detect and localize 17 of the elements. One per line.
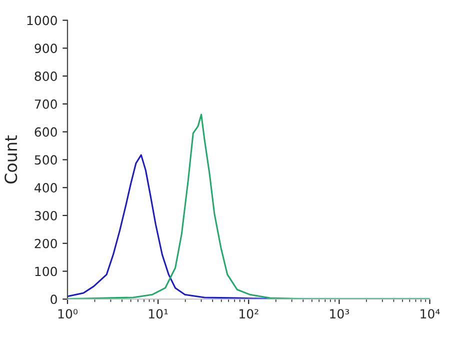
x-tick-label: 10³ [330,309,350,319]
x-tick-label: 10⁰ [58,309,78,319]
y-tick-label: 300 [34,210,57,220]
y-axis-title: Count [4,135,18,184]
y-tick-label: 0 [50,294,57,304]
y-tick-label: 1000 [27,16,57,26]
x-tick-label: 10² [240,309,258,319]
y-tick-label: 200 [34,238,57,248]
y-tick-label: 100 [35,266,57,276]
y-tick-label: 500 [34,155,57,165]
x-tick-label: 10⁴ [420,309,440,319]
y-tick-label: 600 [34,127,57,137]
y-tick-label: 900 [34,44,57,54]
y-tick-label: 800 [34,72,57,81]
y-tick-label: 400 [34,183,57,193]
y-tick-label: 700 [34,99,57,109]
x-tick-label: 10¹ [148,309,168,319]
